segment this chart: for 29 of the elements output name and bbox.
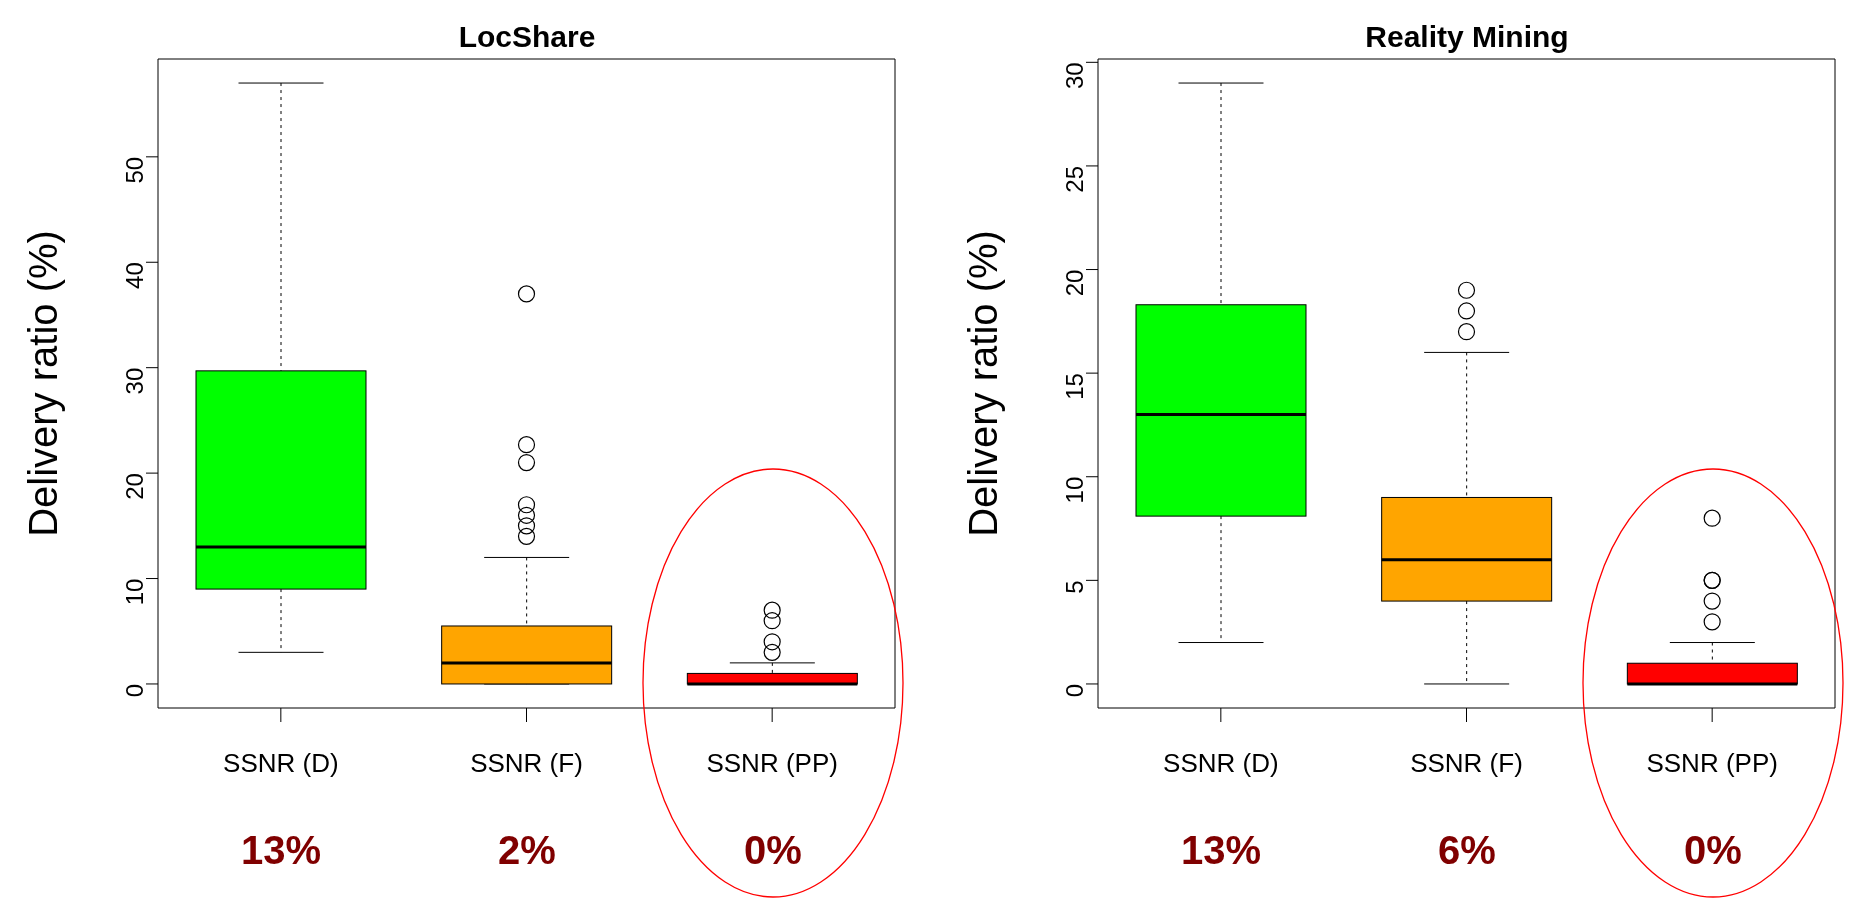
y-tick-label: 20 — [120, 473, 148, 500]
y-tick-label: 5 — [1060, 580, 1088, 594]
text: 13% — [239, 828, 323, 873]
x-tick-label: SSNR (PP) — [706, 748, 838, 779]
y-tick-label: 10 — [120, 578, 148, 606]
x-tick-label: SSNR (D) — [223, 748, 339, 779]
text: 13% — [1179, 828, 1263, 873]
y-tick-label: 0 — [1060, 683, 1088, 698]
y-tick-label: 0 — [120, 683, 148, 698]
text: 2% — [497, 828, 557, 873]
y-tick-label: 15 — [1060, 373, 1088, 400]
chart-title: LocShare — [457, 20, 597, 54]
y-tick-label: 30 — [120, 367, 148, 395]
chart-title: Reality Mining — [1364, 20, 1570, 54]
x-tick-label: SSNR (D) — [1163, 748, 1279, 779]
text: 0% — [743, 828, 803, 873]
y-tick-label: 50 — [120, 156, 148, 184]
x-tick-label: SSNR (F) — [1410, 748, 1523, 779]
y-tick-label: 40 — [120, 262, 148, 289]
y-axis-title: Delivery ratio (%) — [961, 230, 1006, 537]
y-tick-label: 25 — [1060, 165, 1088, 193]
text: 6% — [1437, 828, 1497, 873]
y-tick-label: 30 — [1060, 62, 1088, 90]
x-tick-label: SSNR (PP) — [1646, 748, 1778, 779]
text: 0% — [1683, 828, 1743, 873]
y-tick-label: 20 — [1060, 269, 1088, 297]
x-tick-label: SSNR (F) — [470, 748, 583, 779]
y-tick-label: 10 — [1060, 476, 1088, 504]
y-axis-title: Delivery ratio (%) — [21, 230, 66, 537]
